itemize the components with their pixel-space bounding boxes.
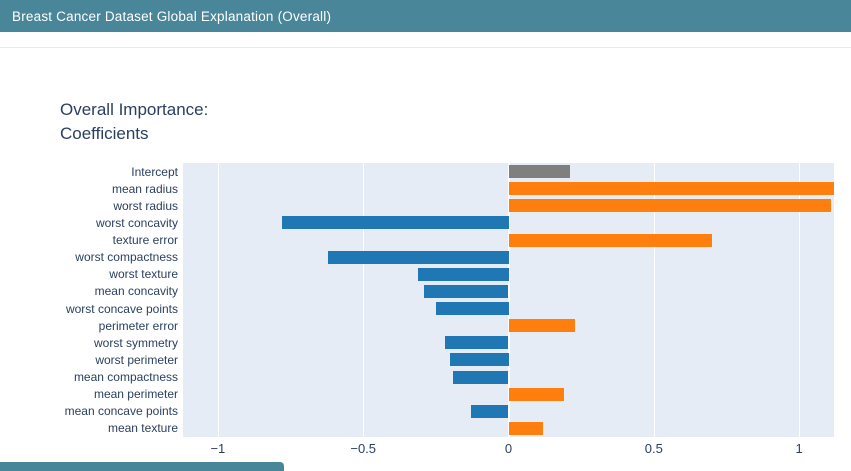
- app-header: Breast Cancer Dataset Global Explanation…: [0, 0, 851, 32]
- y-tick-label-worst-concave-points: worst concave points: [65, 301, 178, 316]
- y-tick-label-perimeter-error: perimeter error: [98, 318, 178, 333]
- bar-intercept[interactable]: [508, 165, 570, 179]
- bar-row: [183, 214, 834, 231]
- bar-worst-radius[interactable]: [508, 199, 832, 213]
- y-tick-label-worst-texture: worst texture: [109, 267, 178, 282]
- y-tick-label-worst-concavity: worst concavity: [95, 215, 178, 230]
- bar-row: [183, 317, 834, 334]
- y-tick-label-mean-concavity: mean concavity: [94, 284, 178, 299]
- y-tick-label-mean-compactness: mean compactness: [73, 370, 178, 385]
- bar-row: [183, 403, 834, 420]
- y-tick-label-mean-radius: mean radius: [111, 181, 178, 196]
- bar-worst-perimeter[interactable]: [450, 353, 509, 367]
- bar-row: [183, 163, 834, 180]
- y-axis-labels: Intercept mean radius worst radius worst co…: [0, 163, 178, 437]
- x-tick-label-neg1: −1: [210, 441, 226, 456]
- bar-row: [183, 369, 834, 386]
- y-tick-label-worst-compactness: worst compactness: [75, 250, 178, 265]
- y-tick-label-mean-texture: mean texture: [107, 421, 178, 436]
- gridline: [653, 163, 655, 437]
- bar-worst-compactness[interactable]: [328, 250, 509, 264]
- bar-mean-perimeter[interactable]: [508, 387, 564, 401]
- header-divider: [0, 47, 851, 48]
- bar-row: [183, 300, 834, 317]
- y-tick-label-intercept: Intercept: [131, 164, 178, 179]
- x-axis-labels: −1 −0.5 0 0.5 1: [183, 441, 834, 459]
- bar-mean-concavity[interactable]: [424, 284, 509, 298]
- bar-mean-radius[interactable]: [508, 182, 834, 196]
- x-tick-label-0p5: 0.5: [644, 441, 663, 456]
- y-tick-label-worst-radius: worst radius: [113, 198, 178, 213]
- bar-worst-concavity[interactable]: [281, 216, 509, 230]
- chart-title: Overall Importance: Coefficients: [60, 100, 209, 143]
- bar-row: [183, 249, 834, 266]
- bar-row: [183, 180, 834, 197]
- y-tick-label-mean-concave-points: mean concave points: [64, 404, 178, 419]
- gridline: [799, 163, 801, 437]
- bar-perimeter-error[interactable]: [508, 319, 576, 333]
- x-tick-label-0: 0: [504, 441, 513, 456]
- bar-row: [183, 334, 834, 351]
- y-tick-label-worst-symmetry: worst symmetry: [94, 335, 178, 350]
- plot-area[interactable]: [183, 163, 834, 437]
- bar-row: [183, 351, 834, 368]
- bar-texture-error[interactable]: [508, 233, 712, 247]
- next-panel-top-edge: [0, 462, 284, 471]
- gridline: [217, 163, 219, 437]
- bar-mean-texture[interactable]: [508, 421, 544, 435]
- bar-worst-texture[interactable]: [418, 267, 509, 281]
- bar-mean-concave-points[interactable]: [470, 404, 509, 418]
- app-header-title: Breast Cancer Dataset Global Explanation…: [12, 8, 332, 24]
- bar-row: [183, 197, 834, 214]
- y-tick-label-texture-error: texture error: [112, 233, 178, 248]
- bar-row: [183, 420, 834, 437]
- zero-line: [507, 163, 510, 437]
- bar-row: [183, 232, 834, 249]
- bar-row: [183, 266, 834, 283]
- bar-worst-symmetry[interactable]: [444, 336, 509, 350]
- bar-worst-concave-points[interactable]: [435, 302, 509, 316]
- bar-mean-compactness[interactable]: [453, 370, 509, 384]
- y-tick-label-worst-perimeter: worst perimeter: [95, 352, 178, 367]
- bar-row: [183, 386, 834, 403]
- y-tick-label-mean-perimeter: mean perimeter: [93, 387, 178, 402]
- x-tick-label-neg0p5: −0.5: [350, 441, 377, 456]
- x-tick-label-1: 1: [795, 441, 803, 456]
- bar-row: [183, 283, 834, 300]
- gridline: [363, 163, 365, 437]
